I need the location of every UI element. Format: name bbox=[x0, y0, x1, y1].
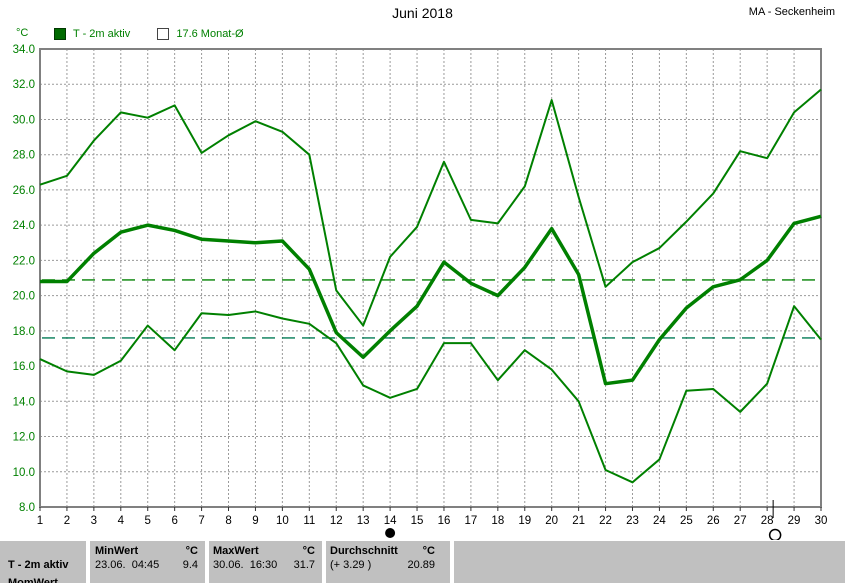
durchschnitt-value: 20.89 bbox=[407, 559, 435, 571]
x-tick-label: 12 bbox=[330, 515, 343, 527]
x-tick-label: 2 bbox=[64, 515, 70, 527]
maxwert-unit: °C bbox=[302, 545, 315, 557]
temperature-line-chart: 1 2 3 4 5 6 7 8 9 10 11 12 13 14 15 16 17 18 19 20 21 22 23 24 2… bbox=[13, 44, 828, 540]
open-square-icon bbox=[157, 28, 170, 40]
x-tick-label: 27 bbox=[734, 515, 747, 527]
y-tick-label: 30.0 bbox=[13, 114, 35, 126]
legend-label: 17.6 Monat-Ø bbox=[176, 28, 244, 40]
y-tick-label: 12.0 bbox=[13, 432, 35, 444]
durchschnitt-unit: °C bbox=[422, 545, 435, 557]
legend: T - 2m aktiv 17.6 Monat-Ø bbox=[54, 28, 268, 43]
legend-entry-monthly-avg: 17.6 Monat-Ø bbox=[157, 28, 244, 40]
durchschnitt-header: Durchschnitt bbox=[330, 545, 398, 557]
x-tick-label: 6 bbox=[171, 515, 177, 527]
y-tick-label: 20.0 bbox=[13, 291, 35, 303]
status-table: T - 2m aktiv MomWert MinWert °C 23.06. 0… bbox=[0, 541, 845, 583]
y-tick-label: 14.0 bbox=[13, 396, 35, 408]
y-tick-label: 18.0 bbox=[13, 326, 35, 338]
durchschnitt-anomaly: (+ 3.29 ) bbox=[330, 559, 372, 571]
x-tick-label: 3 bbox=[91, 515, 97, 527]
x-tick-label: 10 bbox=[276, 515, 289, 527]
x-tick-label: 19 bbox=[518, 515, 531, 527]
station-name: MA - Seckenheim bbox=[748, 6, 835, 18]
minwert-header: MinWert bbox=[95, 545, 139, 557]
x-tick-label: 20 bbox=[545, 515, 558, 527]
y-tick-label: 10.0 bbox=[13, 467, 35, 479]
plot-border bbox=[39, 48, 822, 508]
x-tick-label: 16 bbox=[438, 515, 451, 527]
legend-label: T - 2m aktiv bbox=[73, 28, 131, 40]
column-divider bbox=[86, 541, 90, 583]
x-tick-label: 4 bbox=[118, 515, 125, 527]
maxwert-datetime: 30.06. 16:30 bbox=[213, 559, 278, 571]
y-tick-label: 16.0 bbox=[13, 361, 35, 373]
filled-square-icon bbox=[54, 28, 66, 40]
minwert-datetime: 23.06. 04:45 bbox=[95, 559, 160, 571]
series-min-line bbox=[39, 305, 822, 484]
y-tick-label: 32.0 bbox=[13, 79, 35, 91]
full-moon-icon bbox=[768, 528, 782, 540]
y-tick-label: 8.0 bbox=[19, 502, 35, 514]
maxwert-value: 31.7 bbox=[293, 559, 315, 571]
column-divider bbox=[322, 541, 326, 583]
y-tick-label: 28.0 bbox=[13, 150, 35, 162]
x-tick-label: 23 bbox=[626, 515, 639, 527]
column-divider bbox=[450, 541, 454, 583]
x-tick-label: 1 bbox=[37, 515, 43, 527]
x-tick-label: 14 bbox=[384, 515, 397, 527]
x-tick-label: 30 bbox=[815, 515, 828, 527]
y-axis-unit: °C bbox=[16, 27, 29, 39]
series-max-line bbox=[39, 88, 822, 327]
x-tick-label: 18 bbox=[491, 515, 504, 527]
y-tick-label: 24.0 bbox=[13, 220, 35, 232]
x-tick-label: 15 bbox=[411, 515, 424, 527]
y-tick-label: 34.0 bbox=[13, 44, 35, 56]
legend-entry-active: T - 2m aktiv bbox=[54, 28, 130, 40]
y-tick-label: 26.0 bbox=[13, 185, 35, 197]
x-tick-label: 11 bbox=[303, 515, 315, 527]
minwert-unit: °C bbox=[185, 545, 198, 557]
minwert-value: 9.4 bbox=[182, 559, 198, 571]
column-divider bbox=[205, 541, 209, 583]
partial-next-row: MomWert bbox=[8, 577, 58, 583]
x-tick-label: 28 bbox=[761, 515, 774, 527]
x-tick-label: 21 bbox=[572, 515, 585, 527]
x-tick-label: 29 bbox=[788, 515, 801, 527]
x-tick-label: 8 bbox=[225, 515, 231, 527]
x-tick-label: 5 bbox=[145, 515, 151, 527]
sensor-name: T - 2m aktiv bbox=[8, 559, 69, 571]
y-tick-label: 22.0 bbox=[13, 255, 35, 267]
new-moon-icon bbox=[385, 528, 396, 538]
x-tick-label: 7 bbox=[198, 515, 204, 527]
x-tick-label: 17 bbox=[464, 515, 477, 527]
x-tick-label: 9 bbox=[252, 515, 258, 527]
x-tick-label: 25 bbox=[680, 515, 693, 527]
x-tick-label: 22 bbox=[599, 515, 612, 527]
x-tick-label: 24 bbox=[653, 515, 666, 527]
x-tick-label: 26 bbox=[707, 515, 720, 527]
series-mean-line bbox=[40, 214, 822, 386]
x-tick-label: 13 bbox=[357, 515, 370, 527]
page-title: Juni 2018 bbox=[392, 5, 453, 21]
maxwert-header: MaxWert bbox=[213, 545, 259, 557]
